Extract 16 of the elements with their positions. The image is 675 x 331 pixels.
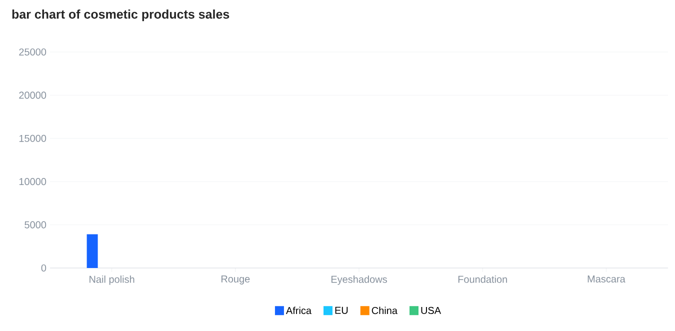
y-tick-label: 10000 — [19, 178, 46, 186]
y-tick-label: 20000 — [19, 92, 46, 99]
legend-label: China — [372, 306, 398, 314]
chart-title: bar chart of cosmetic products sales — [12, 10, 230, 22]
x-tick-label: Mascara — [588, 276, 626, 282]
y-tick-label: 0 — [41, 264, 46, 272]
x-tick-label: Eyeshadows — [331, 276, 387, 285]
x-tick-label: Foundation — [458, 276, 507, 283]
x-tick-label: Nail polish — [90, 276, 134, 285]
y-tick-label: 25000 — [19, 48, 46, 56]
legend-label: USA — [421, 306, 442, 314]
x-tick-label: Rouge — [221, 276, 250, 284]
legend-label: EU — [335, 306, 348, 314]
y-tick-label: 15000 — [19, 134, 46, 142]
y-tick-label: 5000 — [24, 221, 46, 228]
legend-label: Africa — [286, 306, 312, 314]
